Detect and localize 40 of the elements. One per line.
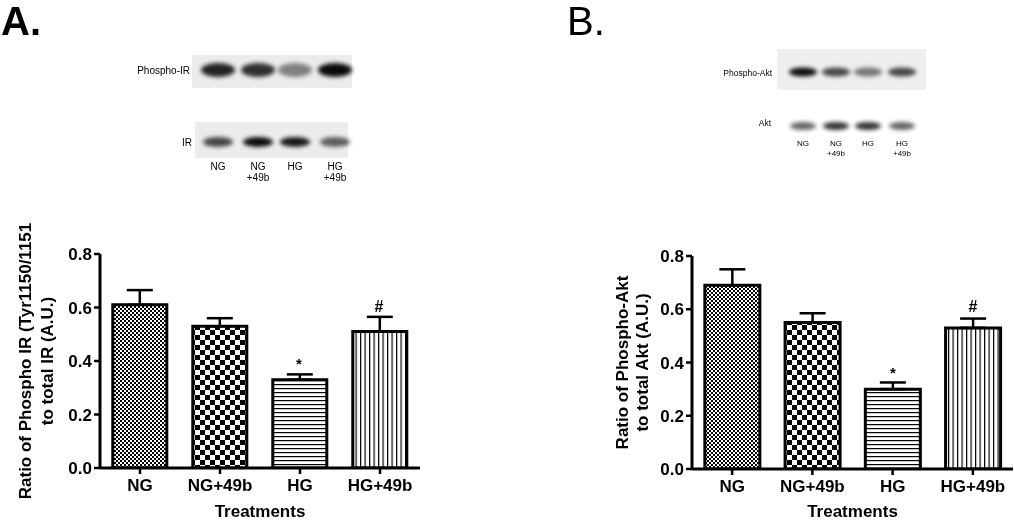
text: NG +49b bbox=[246, 160, 270, 183]
y-axis-title: Ratio of Phospho-Akt to total Akt (A.U.) bbox=[612, 275, 652, 450]
text: Phospho-Akt bbox=[723, 68, 773, 78]
annotation: * bbox=[296, 354, 303, 372]
x-tick-label: NG+49b bbox=[780, 477, 845, 497]
y-tick-label: 0.2 bbox=[660, 406, 684, 426]
y-tick-label: 0.0 bbox=[660, 460, 684, 480]
text: HG bbox=[862, 138, 874, 148]
text: HG +49b bbox=[323, 160, 347, 183]
text: HG +49b bbox=[892, 138, 912, 158]
y-tick-label: 0.8 bbox=[660, 247, 684, 267]
y-tick-label: 0.0 bbox=[68, 459, 92, 479]
x-axis-title: Treatments bbox=[807, 502, 898, 521]
annotation: # bbox=[968, 297, 978, 315]
y-tick-label: 0.8 bbox=[68, 245, 92, 265]
y-tick-label: 0.6 bbox=[68, 298, 92, 318]
x-axis-title: Treatments bbox=[214, 502, 306, 521]
y-tick-label: 0.6 bbox=[660, 300, 684, 320]
text: Phospho-IR bbox=[137, 64, 190, 76]
y-tick-label: 0.4 bbox=[68, 352, 93, 372]
text: NG +49b bbox=[826, 138, 846, 158]
x-tick-label: HG bbox=[879, 477, 906, 497]
text: HG bbox=[287, 160, 303, 172]
x-tick-label: HG+49b bbox=[347, 476, 413, 496]
y-axis-title: Ratio of Phospho IR (Tyr1150/1151 to total IR (A.U.) bbox=[15, 222, 57, 500]
annotation: * bbox=[890, 363, 897, 381]
text: IR bbox=[182, 136, 192, 148]
chart-title: A. bbox=[1, 0, 41, 43]
text: NG bbox=[210, 160, 226, 172]
x-tick-label: HG+49b bbox=[940, 477, 1006, 497]
x-tick-label: NG bbox=[127, 476, 153, 496]
annotation: # bbox=[374, 297, 384, 315]
text: Akt bbox=[758, 118, 772, 128]
x-tick-label: NG+49b bbox=[187, 476, 253, 496]
text: NG bbox=[797, 138, 809, 148]
y-tick-label: 0.2 bbox=[68, 405, 92, 425]
chart-title: B. bbox=[567, 0, 605, 43]
x-tick-label: NG bbox=[719, 477, 745, 497]
y-tick-label: 0.4 bbox=[660, 353, 685, 373]
x-tick-label: HG bbox=[287, 476, 313, 496]
